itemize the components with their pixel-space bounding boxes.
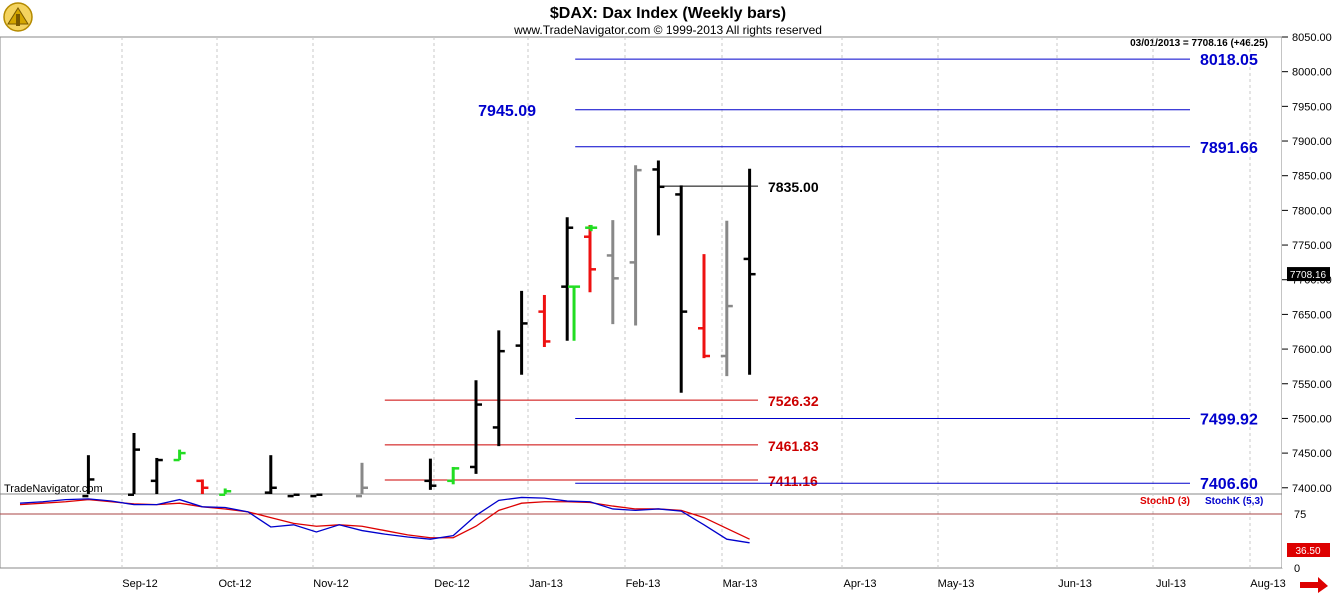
ohlc-bar — [720, 220, 733, 377]
stoch-value-label: 36.50 — [1295, 546, 1320, 557]
ohlc-bar — [196, 479, 209, 494]
price-panel — [0, 36, 1283, 495]
ohlc-bar — [356, 462, 368, 498]
x-tick-label: Jan-13 — [529, 578, 563, 590]
level-label: 8018.05 — [1200, 52, 1258, 69]
x-tick-label: Jul-13 — [1156, 578, 1186, 590]
ohlc-bar — [743, 168, 756, 375]
y-tick-label: 7500.00 — [1292, 413, 1332, 425]
level-label: 7406.60 — [1200, 476, 1258, 493]
ohlc-bar — [447, 466, 460, 485]
last-bar-readout: 03/01/2013 = 7708.16 (+46.25) — [1130, 38, 1268, 49]
ohlc-bar — [538, 294, 551, 347]
x-tick-label: May-13 — [938, 578, 975, 590]
gridlines — [121, 37, 1251, 568]
y-tick-label: 8050.00 — [1292, 32, 1332, 44]
stoch-series-stochk — [19, 496, 750, 544]
y-tick-label: 7900.00 — [1292, 136, 1332, 148]
ohlc-bar — [492, 330, 505, 447]
y-tick-label: 7650.00 — [1292, 309, 1332, 321]
stochk-legend: StochK (5,3) — [1205, 496, 1263, 507]
stoch-tick-label: 0 — [1294, 563, 1300, 575]
x-tick-label: Feb-13 — [626, 578, 661, 590]
y-tick-label: 7800.00 — [1292, 205, 1332, 217]
ohlc-bar — [310, 493, 323, 498]
y-tick-label: 7950.00 — [1292, 101, 1332, 113]
ohlc-bar — [515, 290, 528, 375]
ohlc-bar — [584, 224, 596, 293]
ohlc-bar — [219, 488, 232, 496]
ohlc-bar — [470, 380, 482, 474]
ohlc-bar — [606, 220, 619, 325]
ohlc-bar — [424, 458, 437, 490]
date-axis-ticks: Sep-12 Oct-12 Nov-12 Dec-12 Jan-13 Feb-13 Mar-… — [122, 578, 1285, 590]
price-axis-area — [1282, 37, 1336, 568]
y-tick-label: 7600.00 — [1292, 344, 1332, 356]
stoch-panel — [0, 493, 1283, 569]
level-label: 7411.16 — [768, 473, 818, 489]
level-label: 7945.09 — [478, 103, 536, 120]
level-label: 7526.32 — [768, 393, 819, 409]
stoch-value-marker: 36.50 — [1287, 543, 1330, 557]
y-tick-label: 7400.00 — [1292, 483, 1332, 495]
y-tick-label: 8000.00 — [1292, 67, 1332, 79]
chart-title: $DAX: Dax Index (Weekly bars) — [550, 5, 786, 22]
last-price-label: 7708.16 — [1290, 270, 1327, 281]
stoch-tick-label: 75 — [1294, 509, 1306, 521]
y-tick-label: 7850.00 — [1292, 171, 1332, 183]
level-label: 7891.66 — [1200, 140, 1258, 157]
ohlc-bars — [82, 160, 756, 498]
x-tick-label: Sep-12 — [122, 578, 157, 590]
x-tick-label: Apr-13 — [843, 578, 876, 590]
chart-subtitle: www.TradeNavigator.com © 1999-2013 All r… — [513, 23, 822, 37]
x-tick-label: Oct-12 — [218, 578, 251, 590]
ohlc-bar — [82, 455, 95, 498]
price-levels: 8018.05 7945.09 7891.66 7835.00 7526.32 7499.… — [384, 52, 1258, 493]
last-price-marker: 7708.16 — [1287, 267, 1330, 282]
ohlc-bar — [585, 224, 598, 232]
ohlc-bar — [652, 160, 665, 236]
x-tick-label: Jun-13 — [1058, 578, 1092, 590]
x-tick-label: Dec-12 — [434, 578, 469, 590]
x-tick-label: Nov-12 — [313, 578, 348, 590]
level-label: 7499.92 — [1200, 411, 1258, 428]
ohlc-bar — [568, 285, 581, 341]
ohlc-bar — [287, 493, 300, 498]
ohlc-bar — [264, 455, 277, 494]
ohlc-bar — [675, 185, 688, 393]
y-tick-label: 7750.00 — [1292, 240, 1332, 252]
ohlc-bar — [698, 254, 710, 359]
ohlc-bar — [561, 217, 574, 341]
level-label: 7835.00 — [768, 179, 819, 195]
x-tick-label: Aug-13 — [1250, 578, 1285, 590]
ohlc-bar — [173, 449, 186, 462]
brand-label: TradeNavigator.com — [4, 483, 103, 495]
ohlc-bar — [150, 457, 163, 494]
level-label: 7461.83 — [768, 438, 819, 454]
stochd-legend: StochD (3) — [1140, 496, 1190, 507]
x-tick-label: Mar-13 — [723, 578, 758, 590]
scroll-right-icon[interactable] — [1300, 577, 1328, 593]
trade-navigator-logo-icon — [3, 2, 33, 32]
ohlc-bar — [629, 165, 642, 326]
y-tick-label: 7550.00 — [1292, 379, 1332, 391]
stochastic-lines — [0, 496, 1282, 544]
ohlc-bar — [128, 432, 140, 496]
y-tick-label: 7450.00 — [1292, 448, 1332, 460]
